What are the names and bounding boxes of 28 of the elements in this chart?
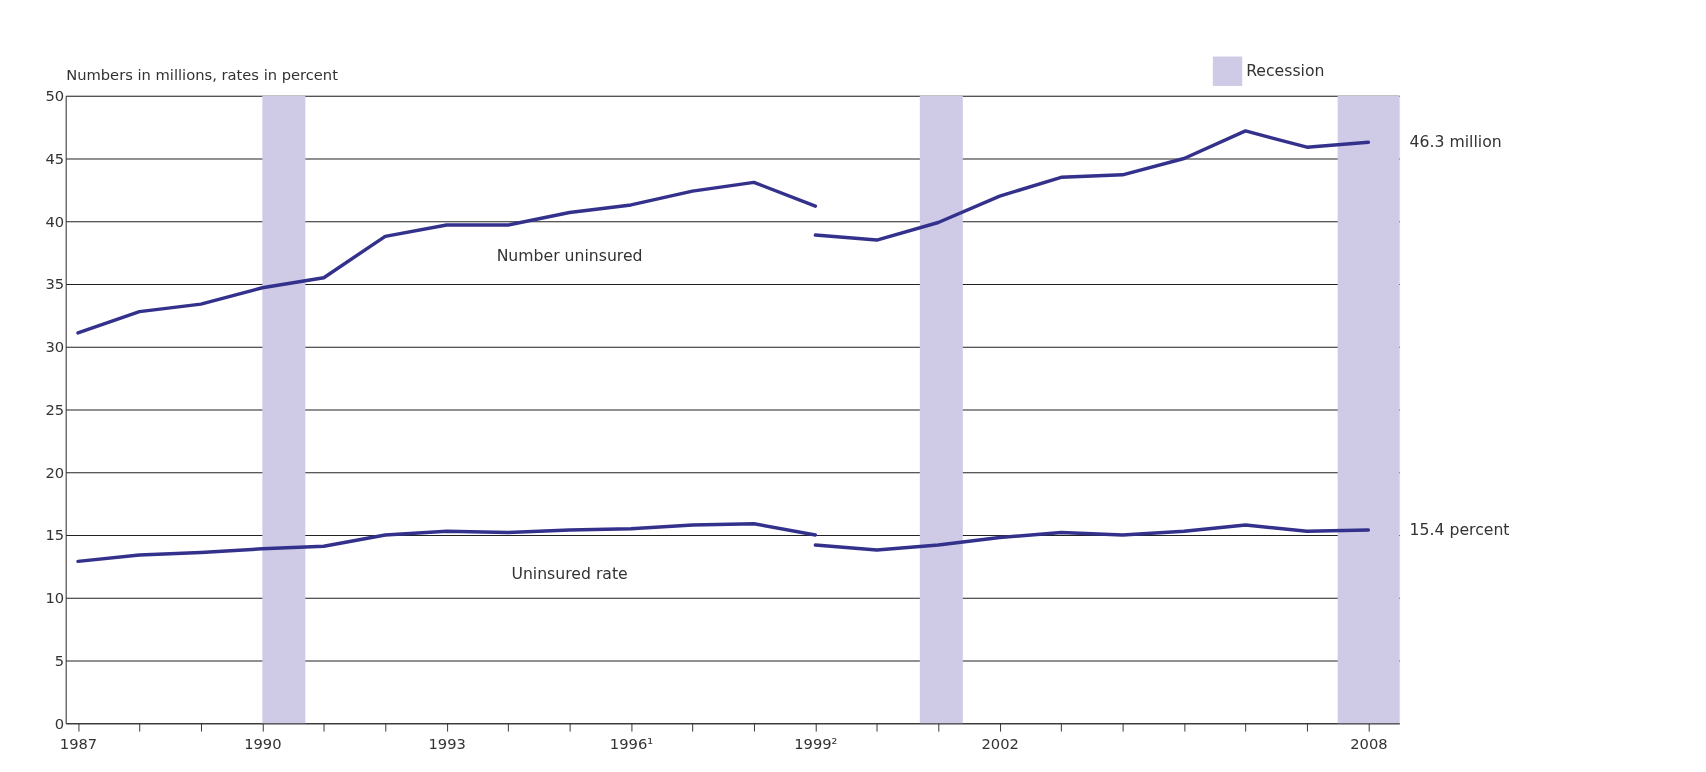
y-tick-label: 35 (45, 275, 65, 293)
x-tick-label: 1987 (59, 735, 98, 753)
y-tick-label: 5 (54, 651, 65, 669)
line-series (813, 523, 1371, 552)
y-tick-label: 40 (45, 212, 65, 230)
y-tick-label: 15 (45, 526, 65, 544)
y-tick-label: 25 (45, 400, 65, 418)
y-tick-label: 45 (45, 149, 65, 167)
legend-label: Recession (1246, 61, 1325, 81)
y-tick-label: 0 (54, 714, 65, 732)
y-axis-title: Numbers in millions, rates in percent (66, 65, 339, 83)
y-tick-label: 10 (45, 589, 65, 607)
line-series (76, 521, 818, 564)
line-series (813, 129, 1371, 242)
y-tick-label: 30 (45, 338, 65, 356)
x-tick-label: 2002 (981, 735, 1019, 753)
annotation: 15.4 percent (1409, 519, 1510, 539)
x-tick-label: 1993 (428, 735, 466, 753)
series-label: Number uninsured (496, 246, 643, 266)
x-tick-label: 1999² (794, 735, 838, 753)
y-tick-label: 50 (45, 87, 65, 105)
y-tick-label: 20 (45, 463, 65, 481)
series-label: Uninsured rate (511, 564, 628, 583)
line-series (76, 180, 818, 335)
annotation: 46.3 million (1409, 132, 1502, 152)
x-tick-label: 2008 (1350, 735, 1388, 753)
x-tick-label: 1996¹ (609, 735, 654, 753)
x-tick-label: 1990 (244, 735, 282, 753)
